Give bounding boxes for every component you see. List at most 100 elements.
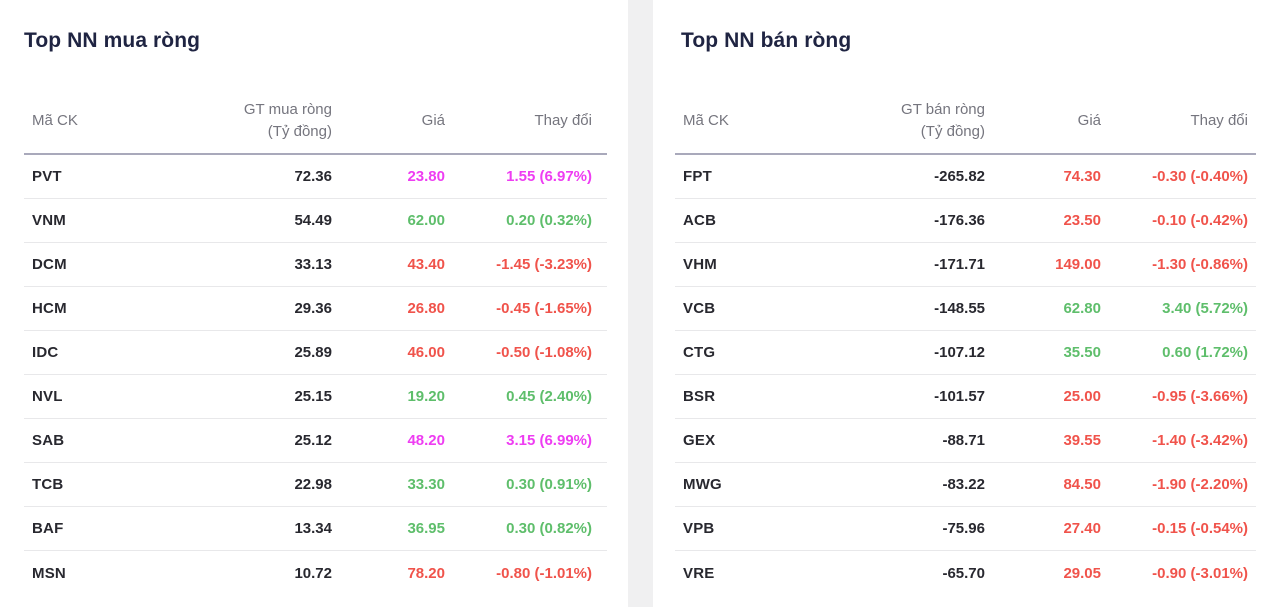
net-sell-panel: Top NN bán ròng Mã CK GT bán ròng (Tỷ đồ… bbox=[653, 0, 1280, 607]
net-value-cell: 22.98 bbox=[294, 476, 332, 493]
panel-title: Top NN bán ròng bbox=[681, 29, 852, 52]
change-cell: 0.45 (2.40%) bbox=[506, 388, 592, 405]
price-cell: 43.40 bbox=[407, 256, 445, 273]
price-cell: 36.95 bbox=[407, 520, 445, 537]
ticker-cell: FPT bbox=[683, 168, 712, 185]
price-cell: 62.00 bbox=[407, 212, 445, 229]
ticker-cell: VCB bbox=[683, 300, 716, 317]
table-header: Mã CK GT bán ròng (Tỷ đồng) Giá Thay đổi bbox=[675, 99, 1256, 155]
change-cell: 0.20 (0.32%) bbox=[506, 212, 592, 229]
col-header-net-value: GT mua ròng (Tỷ đồng) bbox=[162, 99, 332, 143]
change-cell: -1.30 (-0.86%) bbox=[1152, 256, 1248, 273]
net-buy-panel: Top NN mua ròng Mã CK GT mua ròng (Tỷ đồ… bbox=[0, 0, 628, 607]
price-cell: 23.80 bbox=[407, 168, 445, 185]
price-cell: 25.00 bbox=[1063, 388, 1101, 405]
change-cell: -0.95 (-3.66%) bbox=[1152, 388, 1248, 405]
price-cell: 27.40 bbox=[1063, 520, 1101, 537]
net-value-cell: 54.49 bbox=[294, 212, 332, 229]
net-value-cell: -75.96 bbox=[942, 520, 985, 537]
change-cell: 3.40 (5.72%) bbox=[1162, 300, 1248, 317]
table-row[interactable]: PVT 72.36 23.80 1.55 (6.97%) bbox=[24, 155, 607, 199]
table-row[interactable]: BAF 13.34 36.95 0.30 (0.82%) bbox=[24, 507, 607, 551]
change-cell: 1.55 (6.97%) bbox=[506, 168, 592, 185]
net-value-cell: -148.55 bbox=[934, 300, 985, 317]
ticker-cell: PVT bbox=[32, 168, 62, 185]
change-cell: -0.15 (-0.54%) bbox=[1152, 520, 1248, 537]
change-cell: -0.30 (-0.40%) bbox=[1152, 168, 1248, 185]
col-header-price: Giá bbox=[421, 112, 445, 129]
table-row[interactable]: IDC 25.89 46.00 -0.50 (-1.08%) bbox=[24, 331, 607, 375]
ticker-cell: BSR bbox=[683, 388, 716, 405]
ticker-cell: HCM bbox=[32, 300, 67, 317]
net-value-cell: -65.70 bbox=[942, 564, 985, 582]
table-row[interactable]: VRE -65.70 29.05 -0.90 (-3.01%) bbox=[675, 551, 1256, 595]
net-value-cell: 25.89 bbox=[294, 344, 332, 361]
price-cell: 23.50 bbox=[1063, 212, 1101, 229]
net-value-cell: 72.36 bbox=[294, 168, 332, 185]
table-row[interactable]: SAB 25.12 48.20 3.15 (6.99%) bbox=[24, 419, 607, 463]
table-row[interactable]: GEX -88.71 39.55 -1.40 (-3.42%) bbox=[675, 419, 1256, 463]
price-cell: 149.00 bbox=[1055, 256, 1101, 273]
change-cell: -0.10 (-0.42%) bbox=[1152, 212, 1248, 229]
net-value-cell: 33.13 bbox=[294, 256, 332, 273]
price-cell: 62.80 bbox=[1063, 300, 1101, 317]
ticker-cell: SAB bbox=[32, 432, 65, 449]
change-cell: 0.30 (0.82%) bbox=[506, 520, 592, 537]
price-cell: 26.80 bbox=[407, 300, 445, 317]
col-header-net-value-line1: GT mua ròng bbox=[243, 101, 332, 118]
col-header-change: Thay đổi bbox=[534, 112, 592, 129]
change-cell: -0.90 (-3.01%) bbox=[1152, 564, 1248, 582]
net-value-cell: -107.12 bbox=[934, 344, 985, 361]
table-row[interactable]: DCM 33.13 43.40 -1.45 (-3.23%) bbox=[24, 243, 607, 287]
table-row[interactable]: TCB 22.98 33.30 0.30 (0.91%) bbox=[24, 463, 607, 507]
col-header-price: Giá bbox=[1077, 112, 1101, 129]
table-row[interactable]: VHM -171.71 149.00 -1.30 (-0.86%) bbox=[675, 243, 1256, 287]
ticker-cell: BAF bbox=[32, 520, 64, 537]
price-cell: 35.50 bbox=[1063, 344, 1101, 361]
ticker-cell: TCB bbox=[32, 476, 64, 493]
net-value-cell: 13.34 bbox=[294, 520, 332, 537]
ticker-cell: NVL bbox=[32, 388, 63, 405]
table-header: Mã CK GT mua ròng (Tỷ đồng) Giá Thay đổi bbox=[24, 99, 607, 155]
ticker-cell: MSN bbox=[32, 564, 66, 582]
price-cell: 46.00 bbox=[407, 344, 445, 361]
table-row[interactable]: BSR -101.57 25.00 -0.95 (-3.66%) bbox=[675, 375, 1256, 419]
table-row[interactable]: VNM 54.49 62.00 0.20 (0.32%) bbox=[24, 199, 607, 243]
ticker-cell: ACB bbox=[683, 212, 717, 229]
table-row[interactable]: VPB -75.96 27.40 -0.15 (-0.54%) bbox=[675, 507, 1256, 551]
table-row[interactable]: HCM 29.36 26.80 -0.45 (-1.65%) bbox=[24, 287, 607, 331]
change-cell: 0.60 (1.72%) bbox=[1162, 344, 1248, 361]
col-header-net-value-line2: (Tỷ đồng) bbox=[920, 123, 985, 140]
change-cell: -0.45 (-1.65%) bbox=[496, 300, 592, 317]
table-row[interactable]: ACB -176.36 23.50 -0.10 (-0.42%) bbox=[675, 199, 1256, 243]
table-row[interactable]: VCB -148.55 62.80 3.40 (5.72%) bbox=[675, 287, 1256, 331]
price-cell: 19.20 bbox=[407, 388, 445, 405]
price-cell: 84.50 bbox=[1063, 476, 1101, 493]
price-cell: 33.30 bbox=[407, 476, 445, 493]
ticker-cell: VNM bbox=[32, 212, 66, 229]
price-cell: 78.20 bbox=[407, 564, 445, 582]
change-cell: 3.15 (6.99%) bbox=[506, 432, 592, 449]
ticker-cell: DCM bbox=[32, 256, 67, 273]
net-value-cell: 29.36 bbox=[294, 300, 332, 317]
col-header-ticker: Mã CK bbox=[683, 112, 729, 129]
net-value-cell: -83.22 bbox=[942, 476, 985, 493]
price-cell: 29.05 bbox=[1063, 564, 1101, 582]
net-value-cell: -176.36 bbox=[934, 212, 985, 229]
table-row[interactable]: CTG -107.12 35.50 0.60 (1.72%) bbox=[675, 331, 1256, 375]
net-value-cell: -171.71 bbox=[934, 256, 985, 273]
net-value-cell: 25.15 bbox=[294, 388, 332, 405]
ticker-cell: IDC bbox=[32, 344, 59, 361]
table-row[interactable]: FPT -265.82 74.30 -0.30 (-0.40%) bbox=[675, 155, 1256, 199]
net-value-cell: 25.12 bbox=[294, 432, 332, 449]
price-cell: 39.55 bbox=[1063, 432, 1101, 449]
col-header-net-value-line1: GT bán ròng bbox=[901, 101, 985, 118]
ticker-cell: CTG bbox=[683, 344, 716, 361]
table-row[interactable]: MSN 10.72 78.20 -0.80 (-1.01%) bbox=[24, 551, 607, 595]
table-row[interactable]: MWG -83.22 84.50 -1.90 (-2.20%) bbox=[675, 463, 1256, 507]
net-value-cell: -101.57 bbox=[934, 388, 985, 405]
change-cell: -1.90 (-2.20%) bbox=[1152, 476, 1248, 493]
ticker-cell: MWG bbox=[683, 476, 722, 493]
table-row[interactable]: NVL 25.15 19.20 0.45 (2.40%) bbox=[24, 375, 607, 419]
price-cell: 74.30 bbox=[1063, 168, 1101, 185]
